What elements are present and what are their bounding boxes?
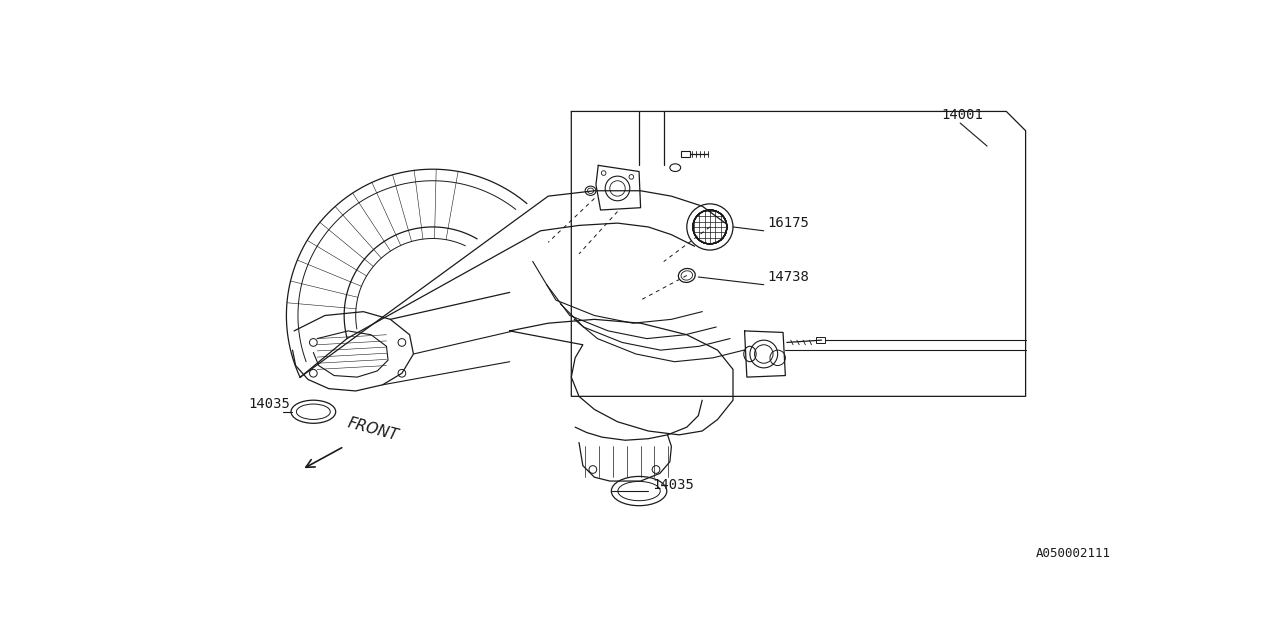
- Text: 14738: 14738: [768, 270, 809, 284]
- Text: 16175: 16175: [768, 216, 809, 230]
- Text: A050002111: A050002111: [1036, 547, 1110, 561]
- Text: 14035: 14035: [248, 397, 289, 411]
- Text: 14035: 14035: [652, 477, 694, 492]
- Text: 14001: 14001: [941, 108, 983, 122]
- Text: FRONT: FRONT: [346, 415, 399, 444]
